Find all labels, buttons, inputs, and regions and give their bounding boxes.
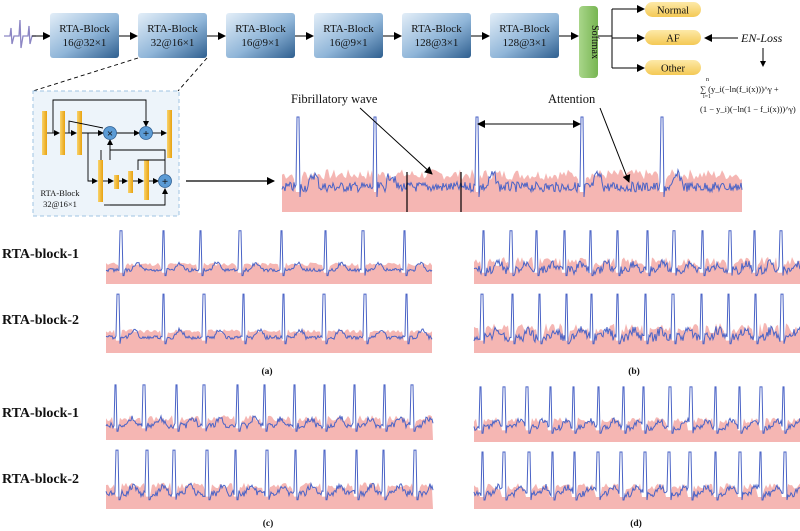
output-normal: Normal	[645, 2, 701, 17]
detail-connectors	[47, 99, 168, 206]
detail-block-sub: 32@16×1	[43, 199, 77, 209]
fibrillatory-label: Fibrillatory wave	[291, 92, 378, 106]
add-symbol: +	[143, 128, 149, 140]
loss-formula: n i=1 ∑ (y_i(−ln(f_i(x)))^γ + (1 − y_i)(…	[700, 77, 796, 114]
ecg-trace	[105, 384, 434, 432]
output-af: AF	[645, 30, 701, 45]
attention-area	[106, 262, 432, 284]
rta-block-6: RTA-Block 128@3×1	[490, 13, 559, 58]
rta-block-2: RTA-Block 32@16×1	[138, 13, 207, 58]
panel-caption-b: (b)	[628, 366, 640, 377]
softmax-layer: Softmax	[579, 6, 600, 78]
output-other-label: Other	[661, 64, 685, 75]
ecg-trace	[105, 449, 434, 501]
rta-block-4-sub: 16@9×1	[329, 37, 367, 49]
panel-caption-a: (a)	[261, 366, 272, 377]
rta-block-detail: × + + RTA-Block 32@16×1	[32, 90, 180, 217]
main-ecg-panel	[281, 116, 743, 212]
multiply-node: ×	[103, 126, 117, 140]
rta-block-1: RTA-Block 16@32×1	[50, 13, 119, 58]
attention-area	[106, 415, 433, 440]
row-label-a1: RTA-block-1	[2, 247, 79, 262]
ecg-trace	[473, 230, 800, 277]
rta-block-pipeline: RTA-Block 16@32×1 RTA-Block 32@16×1 RTA-…	[50, 13, 579, 58]
panel-d-block2	[473, 451, 800, 509]
output-branch	[598, 5, 645, 72]
rta-block-4-title: RTA-Block	[323, 23, 374, 35]
fibrillatory-arrow	[359, 107, 433, 175]
ecg-trace	[105, 293, 433, 345]
attention-area	[106, 329, 432, 353]
rta-block-3-sub: 16@9×1	[241, 37, 279, 49]
rta-block-1-sub: 16@32×1	[63, 37, 107, 49]
panel-caption-d: (d)	[630, 518, 642, 529]
attention-arrow	[599, 107, 631, 183]
rta-block-2-sub: 32@16×1	[151, 37, 195, 49]
conv-units	[42, 110, 172, 202]
softmax-label: Softmax	[589, 25, 600, 59]
panel-d-block1	[473, 386, 800, 442]
attention-area	[474, 256, 800, 284]
output-other: Other	[645, 60, 701, 75]
loss-sum-top: n	[706, 77, 709, 83]
ecg-trace	[473, 451, 800, 501]
multiply-symbol: ×	[107, 128, 113, 140]
row-label-c1: RTA-block-1	[2, 406, 79, 421]
ecg-trace	[473, 293, 800, 345]
input-ecg-icon	[4, 19, 36, 49]
add-node: +	[139, 126, 153, 140]
detail-block-title: RTA-Block	[41, 188, 81, 198]
panel-c-block2	[105, 449, 434, 509]
panel-c-block1	[105, 384, 434, 440]
rta-block-3-title: RTA-Block	[235, 23, 286, 35]
ecg-trace	[281, 116, 743, 198]
add-symbol-lower: +	[162, 176, 168, 188]
rta-block-5: RTA-Block 128@3×1	[402, 13, 471, 58]
attention-area	[474, 483, 800, 509]
attention-panels	[105, 230, 800, 509]
add-node-lower: +	[158, 174, 172, 188]
row-label-a2: RTA-block-2	[2, 313, 79, 328]
loss-formula-line2: (1 − y_i)(−ln(1 − f_i(x)))^γ)	[700, 104, 796, 114]
en-loss-label: EN-Loss	[740, 31, 783, 45]
attention-area	[474, 417, 800, 442]
output-normal-label: Normal	[657, 6, 689, 17]
rta-block-2-title: RTA-Block	[147, 23, 198, 35]
panel-a-block2	[105, 293, 433, 353]
attention-area	[106, 482, 433, 509]
panel-b-block2	[473, 293, 800, 353]
panel-b-block1	[473, 230, 800, 284]
loss-sum-bottom: i=1	[703, 94, 711, 100]
rta-block-6-sub: 128@3×1	[503, 37, 547, 49]
attention-label: Attention	[548, 92, 596, 106]
rta-block-6-title: RTA-Block	[499, 23, 550, 35]
rta-block-5-title: RTA-Block	[411, 23, 462, 35]
rta-block-5-sub: 128@3×1	[415, 37, 459, 49]
ecg-trace	[473, 386, 800, 434]
attention-signal-main	[281, 116, 743, 212]
panel-a-block1	[105, 230, 433, 284]
rta-block-1-title: RTA-Block	[59, 23, 110, 35]
output-af-label: AF	[666, 34, 680, 45]
panel-caption-c: (c)	[263, 518, 274, 529]
ecg-trace	[105, 230, 433, 277]
zoom-lines	[32, 57, 208, 92]
rta-block-3: RTA-Block 16@9×1	[226, 13, 295, 58]
rta-block-4: RTA-Block 16@9×1	[314, 13, 383, 58]
loss-formula-line1: ∑ (y_i(−ln(f_i(x)))^γ +	[700, 84, 779, 94]
row-label-c2: RTA-block-2	[2, 472, 79, 487]
